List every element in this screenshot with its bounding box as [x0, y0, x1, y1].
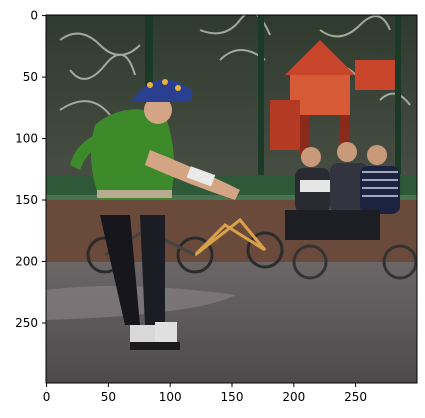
y-axis: 0 50 100 150 200 250 [15, 9, 46, 330]
x-tick-label: 150 [221, 390, 244, 404]
y-tick-label: 0 [30, 9, 38, 23]
x-tick-label: 250 [344, 390, 367, 404]
y-tick-label: 150 [15, 193, 38, 207]
spectators [285, 142, 400, 240]
x-tick-label: 100 [159, 390, 182, 404]
x-tick-label: 200 [282, 390, 305, 404]
playground-structure [270, 40, 395, 155]
photo [46, 15, 417, 383]
x-tick-label: 50 [101, 390, 116, 404]
y-tick-label: 100 [15, 132, 38, 146]
y-tick-label: 250 [15, 316, 38, 330]
x-tick-label: 0 [43, 390, 51, 404]
skater [70, 79, 240, 350]
x-axis: 0 50 100 150 200 250 [43, 383, 367, 404]
y-tick-label: 50 [23, 70, 38, 84]
bicycles [86, 217, 417, 280]
y-tick-label: 200 [15, 255, 38, 269]
